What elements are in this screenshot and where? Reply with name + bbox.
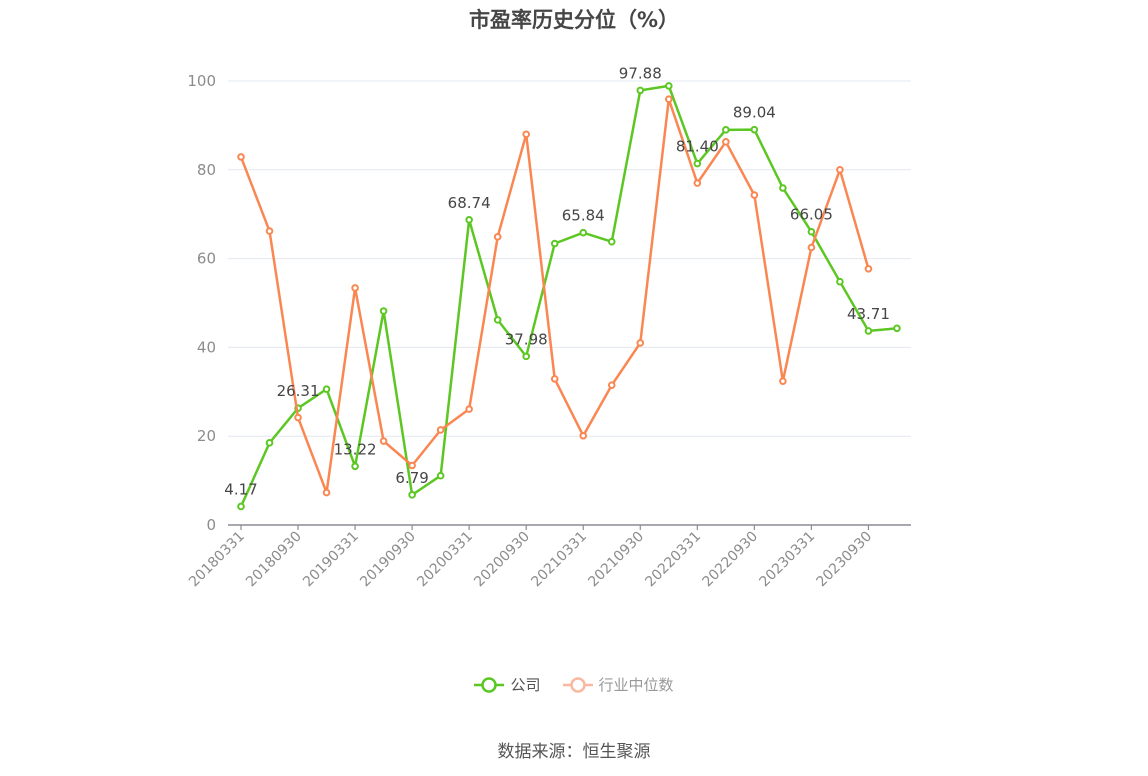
- data-point[interactable]: [665, 95, 673, 104]
- data-labels: 4.17 26.31 13.22 6.79 68.74 37.98 65.84 97.88 81…: [224, 64, 890, 498]
- y-tick-label: 0: [206, 516, 216, 534]
- data-point[interactable]: [408, 491, 416, 499]
- data-point[interactable]: [893, 324, 901, 333]
- company-line: [239, 84, 898, 507]
- x-tick-label: 20190331: [300, 529, 362, 591]
- data-point[interactable]: [550, 239, 559, 248]
- x-tick-label: 20230331: [757, 529, 819, 591]
- data-point[interactable]: [836, 166, 844, 174]
- data-point[interactable]: [265, 227, 274, 235]
- data-label: 43.71: [847, 305, 890, 323]
- data-point[interactable]: [807, 227, 816, 236]
- data-point[interactable]: [379, 437, 388, 445]
- data-point[interactable]: [807, 243, 816, 252]
- data-point[interactable]: [836, 277, 844, 286]
- data-label: 37.98: [505, 330, 548, 348]
- data-point[interactable]: [750, 125, 759, 134]
- data-point[interactable]: [750, 191, 759, 199]
- data-label: 4.17: [224, 480, 257, 498]
- data-label: 6.79: [395, 469, 428, 487]
- data-point[interactable]: [351, 462, 359, 471]
- y-tick-label: 80: [197, 161, 216, 179]
- data-point[interactable]: [722, 126, 730, 134]
- data-point[interactable]: [636, 339, 645, 347]
- x-tick-label: 20210331: [528, 529, 590, 591]
- data-point[interactable]: [379, 307, 388, 315]
- line-circle-marker-icon: [474, 676, 505, 693]
- data-point[interactable]: [351, 284, 359, 292]
- data-point[interactable]: [322, 385, 331, 393]
- data-point[interactable]: [237, 153, 245, 161]
- x-tick-label: 20180930: [243, 529, 305, 591]
- data-point[interactable]: [636, 86, 645, 95]
- legend-label-industry-median: 行业中位数: [598, 676, 674, 694]
- chart-title: 市盈率历史分位（%）: [468, 8, 680, 32]
- data-point[interactable]: [493, 233, 502, 241]
- legend-label-company: 公司: [510, 676, 541, 694]
- legend: 公司 行业中位数: [0, 674, 1148, 695]
- data-point[interactable]: [522, 130, 531, 139]
- grid-lines: [228, 80, 911, 437]
- data-point[interactable]: [864, 265, 873, 273]
- legend-item-industry-median[interactable]: 行业中位数: [562, 674, 674, 695]
- data-point[interactable]: [579, 228, 588, 237]
- y-tick-label: 60: [197, 250, 216, 268]
- data-point[interactable]: [436, 471, 445, 480]
- data-point[interactable]: [465, 405, 473, 413]
- data-point[interactable]: [722, 138, 730, 146]
- data-point[interactable]: [864, 327, 873, 335]
- x-tick-label: 20180331: [186, 529, 248, 591]
- x-tick-label: 20220331: [642, 529, 704, 591]
- x-axis: 2018033120180930201903312019093020200331…: [186, 524, 911, 591]
- data-point[interactable]: [436, 426, 445, 434]
- y-tick-label: 100: [187, 72, 216, 90]
- y-tick-label: 20: [197, 427, 216, 445]
- x-tick-label: 20230930: [814, 529, 876, 591]
- data-point[interactable]: [408, 461, 416, 470]
- line-circle-marker-icon: [562, 676, 593, 693]
- data-point[interactable]: [237, 502, 245, 511]
- data-label: 66.05: [790, 206, 833, 224]
- x-tick-label: 20190930: [357, 529, 419, 591]
- data-point[interactable]: [665, 82, 673, 90]
- data-label: 26.31: [277, 382, 320, 400]
- x-tick-label: 20200930: [471, 529, 533, 591]
- data-label: 89.04: [733, 104, 776, 122]
- data-label: 81.40: [676, 138, 719, 156]
- series-layer: [237, 82, 901, 511]
- data-point[interactable]: [607, 237, 616, 246]
- data-point[interactable]: [322, 488, 331, 497]
- industry-median-line: [239, 97, 870, 494]
- x-tick-label: 20220930: [699, 529, 761, 591]
- x-tick-label: 20200331: [414, 529, 476, 591]
- x-tick-label: 20210930: [585, 529, 647, 591]
- data-point[interactable]: [579, 431, 588, 440]
- data-point[interactable]: [465, 215, 473, 224]
- data-point[interactable]: [607, 381, 616, 389]
- data-point[interactable]: [693, 159, 702, 168]
- data-source: 数据来源：恒生聚源: [497, 742, 651, 762]
- data-point[interactable]: [550, 375, 559, 383]
- data-label: 97.88: [619, 64, 662, 82]
- data-label: 13.22: [334, 440, 377, 458]
- data-point[interactable]: [522, 352, 531, 361]
- data-point[interactable]: [265, 439, 274, 447]
- data-point[interactable]: [779, 377, 787, 385]
- data-label: 65.84: [562, 207, 605, 225]
- y-tick-label: 40: [197, 338, 216, 356]
- data-point[interactable]: [493, 316, 502, 324]
- data-label: 68.74: [448, 194, 491, 212]
- legend-item-company[interactable]: 公司: [474, 674, 541, 695]
- data-point[interactable]: [693, 179, 702, 187]
- data-point[interactable]: [779, 184, 787, 192]
- y-axis: 0 20 40 60 80 100: [187, 72, 216, 534]
- data-point[interactable]: [294, 413, 302, 422]
